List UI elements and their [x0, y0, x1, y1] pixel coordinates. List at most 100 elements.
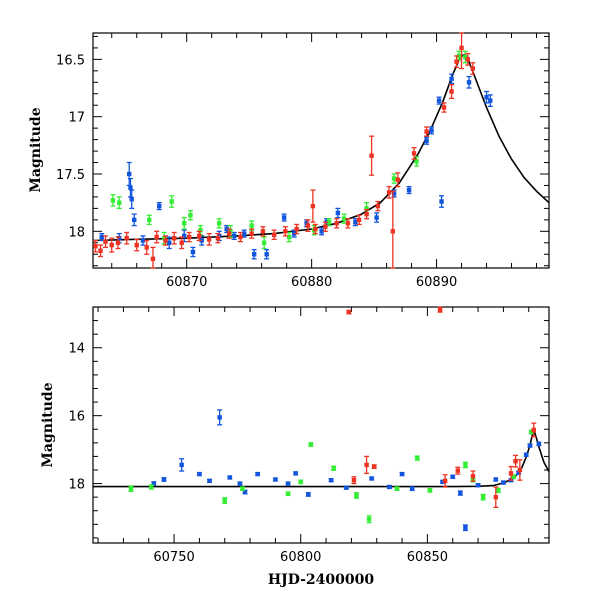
green-data-point — [239, 486, 245, 492]
red-data-point — [134, 238, 140, 252]
blue-data-point — [436, 96, 442, 105]
green-data-point — [216, 218, 222, 229]
blue-data-point — [166, 236, 172, 250]
x-tick-label: 60800 — [280, 550, 321, 565]
blue-data-point — [264, 249, 270, 260]
y-tick-label: 18 — [68, 478, 85, 493]
red-data-point — [92, 239, 98, 253]
red-data-point — [186, 231, 192, 243]
y-tick-label: 16 — [68, 410, 85, 425]
red-data-point — [345, 218, 351, 229]
green-data-point — [148, 484, 154, 490]
green-data-point — [128, 485, 134, 493]
blue-data-point — [369, 476, 375, 481]
red-data-point — [260, 226, 266, 237]
blue-data-point — [227, 475, 233, 480]
x-tick-label: 60870 — [166, 275, 207, 290]
red-data-point — [171, 231, 177, 245]
red-data-point — [531, 422, 537, 438]
blue-data-point — [328, 477, 334, 483]
bottom-panel-data-points — [128, 306, 542, 532]
blue-data-point — [217, 409, 223, 426]
red-data-point — [154, 230, 160, 244]
red-data-point — [386, 185, 392, 199]
red-data-point — [459, 32, 465, 70]
y-tick-label: 17.5 — [56, 168, 85, 183]
red-data-point — [411, 146, 417, 160]
bottom-panel-light-curve-full: 60750 60800 60850 14 16 18 Magnitude HJD-2400… — [40, 306, 550, 588]
bottom-panel-frame — [92, 306, 550, 544]
blue-data-point — [457, 490, 463, 496]
blue-data-point — [450, 474, 456, 479]
red-data-point — [322, 221, 328, 232]
blue-data-point — [409, 486, 415, 492]
red-data-point — [441, 102, 447, 113]
model-light-curve — [93, 429, 550, 488]
blue-data-point — [129, 189, 135, 210]
blue-data-point — [237, 481, 243, 486]
red-data-point — [294, 223, 300, 235]
red-data-point — [206, 232, 212, 246]
blue-data-point — [281, 213, 287, 222]
green-data-point — [495, 487, 501, 494]
blue-data-point — [255, 471, 261, 477]
red-data-point — [395, 172, 401, 188]
green-data-point — [462, 461, 468, 469]
red-data-point — [470, 62, 476, 75]
green-data-point — [480, 493, 486, 501]
green-data-point — [353, 492, 359, 499]
green-data-point — [427, 488, 433, 493]
green-data-point — [414, 455, 420, 461]
x-tick-label: 60750 — [153, 550, 194, 565]
green-data-point — [181, 216, 187, 230]
top-panel-ticks: 60870 60880 60890 16.5 17 17.5 18 — [56, 33, 549, 290]
red-data-point — [356, 214, 362, 226]
green-data-point — [298, 479, 304, 485]
red-data-point — [305, 219, 311, 232]
blue-data-point — [293, 471, 299, 476]
red-data-point — [455, 466, 461, 475]
green-data-point — [331, 465, 337, 471]
blue-data-point — [140, 235, 146, 246]
green-data-point — [414, 156, 420, 167]
red-data-point — [237, 231, 243, 243]
red-data-point — [351, 476, 357, 485]
bottom-panel-y-axis-title: Magnitude — [40, 382, 56, 467]
blue-data-point — [500, 480, 506, 485]
red-data-point — [470, 470, 476, 482]
red-data-point — [196, 230, 202, 242]
blue-data-point — [190, 246, 196, 258]
blue-data-point — [536, 441, 542, 447]
red-data-point — [517, 459, 523, 481]
red-data-point — [449, 83, 455, 99]
red-data-point — [424, 126, 430, 137]
red-data-point — [375, 200, 381, 212]
blue-data-point — [466, 75, 472, 89]
red-data-point — [364, 455, 370, 475]
blue-data-point — [374, 212, 380, 223]
blue-data-point — [161, 477, 167, 482]
red-data-point — [437, 306, 443, 313]
blue-data-point — [207, 478, 213, 484]
red-data-point — [124, 231, 130, 245]
green-data-point — [187, 210, 193, 221]
blue-data-point — [399, 471, 405, 477]
blue-data-point — [462, 524, 468, 532]
x-tick-label: 60890 — [416, 275, 457, 290]
red-data-point — [215, 232, 221, 244]
y-tick-label: 17 — [68, 111, 85, 126]
green-data-point — [394, 486, 400, 492]
y-tick-label: 16.5 — [56, 53, 85, 68]
red-data-point — [271, 229, 277, 240]
red-data-point — [249, 228, 255, 239]
green-data-point — [366, 515, 372, 524]
x-tick-label: 60880 — [291, 275, 332, 290]
blue-data-point — [386, 484, 392, 490]
blue-data-point — [231, 231, 237, 240]
blue-data-point — [523, 452, 529, 457]
blue-data-point — [484, 90, 490, 104]
bottom-panel-x-axis-title: HJD-2400000 — [268, 572, 375, 588]
green-data-point — [169, 195, 175, 208]
green-data-point — [146, 214, 152, 226]
